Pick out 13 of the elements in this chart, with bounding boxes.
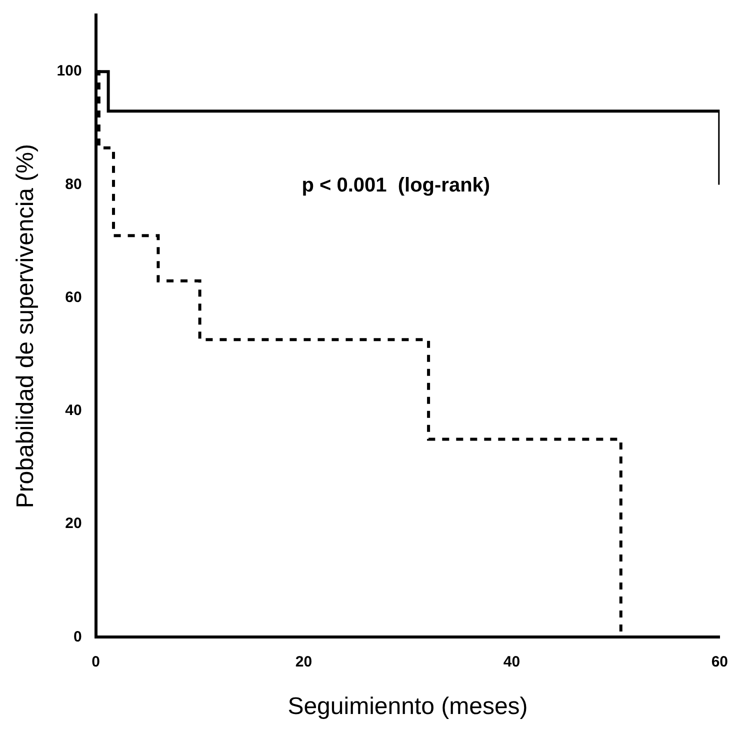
y-tick-label: 20 (65, 515, 82, 532)
x-tick-label: 20 (295, 653, 312, 670)
y-tick-label: 100 (56, 62, 82, 80)
y-tick-label: 80 (65, 176, 82, 193)
x-axis-title: Seguimiennto (meses) (288, 693, 528, 720)
annotation: p < 0.001 (log-rank) (302, 174, 490, 197)
x-tick-label: 40 (503, 653, 520, 670)
x-tick-label: 60 (711, 653, 728, 670)
y-tick-label: 60 (65, 288, 82, 306)
y-axis-title: Probabilidad de supervivencia (%) (12, 144, 40, 508)
x-tick-label: 0 (92, 653, 100, 670)
y-tick-label: 40 (65, 402, 82, 420)
y-tick-label: 0 (73, 628, 82, 646)
